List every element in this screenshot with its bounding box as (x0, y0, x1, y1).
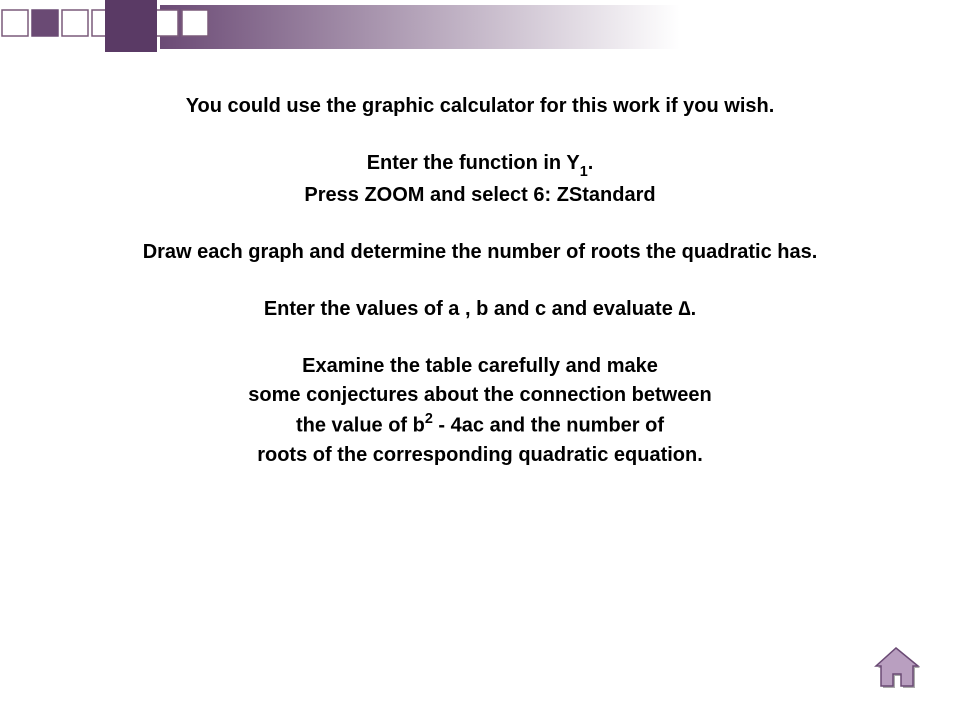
line-1: You could use the graphic calculator for… (0, 92, 960, 121)
header-square (182, 10, 208, 36)
line-6: Examine the table carefully and make (0, 352, 960, 381)
subscript-1: 1 (580, 164, 588, 180)
decoration-svg (0, 0, 960, 60)
gradient-bar (160, 5, 960, 49)
header-square (32, 10, 58, 36)
home-icon (870, 646, 922, 690)
superscript-2: 2 (425, 411, 433, 427)
line-8: the value of b2 - 4ac and the number of (0, 410, 960, 441)
slide-body-text: You could use the graphic calculator for… (0, 92, 960, 470)
big-accent-square (105, 0, 157, 52)
line-2: Enter the function in Y1. (0, 149, 960, 181)
header-square (62, 10, 88, 36)
home-button[interactable] (870, 646, 922, 690)
line-9: roots of the corresponding quadratic equ… (0, 441, 960, 470)
line-3: Press ZOOM and select 6: ZStandard (0, 181, 960, 210)
line-5: Enter the values of a , b and c and eval… (0, 295, 960, 324)
line-7: some conjectures about the connection be… (0, 381, 960, 410)
line-4: Draw each graph and determine the number… (0, 238, 960, 267)
slide-header-decoration (0, 0, 960, 55)
header-square (2, 10, 28, 36)
